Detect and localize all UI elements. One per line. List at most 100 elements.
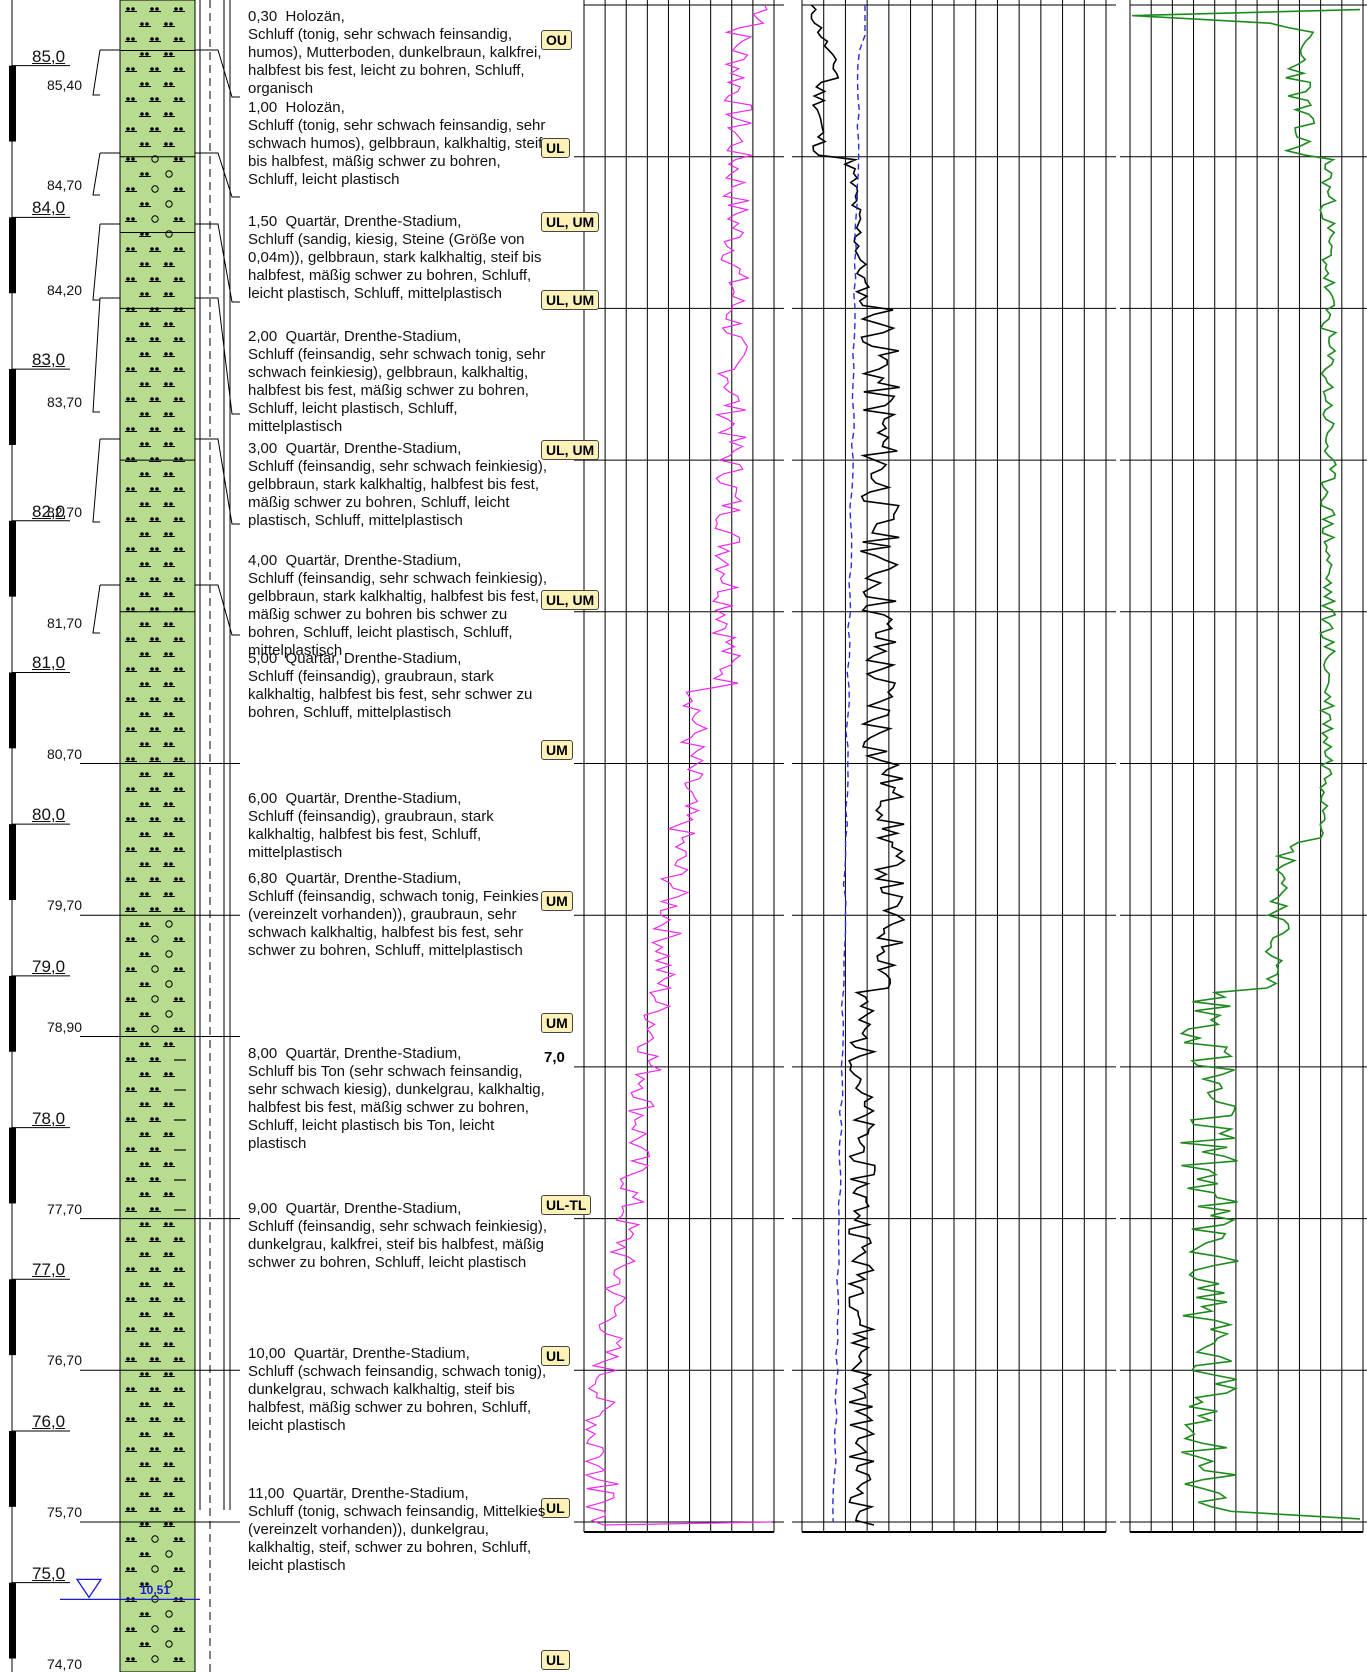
- silt-symbol: [150, 1327, 154, 1331]
- silt-symbol: [169, 1102, 173, 1106]
- silt-symbol: [126, 1567, 130, 1571]
- silt-symbol: [155, 1117, 159, 1121]
- silt-symbol: [179, 547, 183, 551]
- silt-symbol: [155, 1417, 159, 1421]
- silt-symbol: [150, 577, 154, 581]
- silt-symbol: [150, 67, 154, 71]
- silt-symbol: [145, 82, 149, 86]
- silt-symbol: [179, 1327, 183, 1331]
- silt-symbol: [150, 727, 154, 731]
- silt-symbol: [145, 1072, 149, 1076]
- silt-symbol: [140, 1492, 144, 1496]
- silt-symbol: [131, 127, 135, 131]
- silt-symbol: [155, 1507, 159, 1511]
- silt-symbol: [131, 847, 135, 851]
- silt-symbol: [145, 232, 149, 236]
- silt-symbol: [131, 967, 135, 971]
- silt-symbol: [140, 532, 144, 536]
- silt-symbol: [126, 937, 130, 941]
- silt-symbol: [179, 877, 183, 881]
- silt-symbol: [169, 472, 173, 476]
- soil-class-badge: UL: [541, 1649, 570, 1670]
- silt-symbol: [140, 1522, 144, 1526]
- silt-symbol: [140, 1462, 144, 1466]
- silt-symbol: [155, 847, 159, 851]
- silt-symbol: [131, 667, 135, 671]
- silt-symbol: [174, 1357, 178, 1361]
- elevation-label: 84,0: [32, 198, 66, 218]
- black-curve: [810, 4, 906, 1526]
- silt-symbol: [150, 517, 154, 521]
- silt-symbol: [145, 352, 149, 356]
- silt-symbol: [164, 1162, 168, 1166]
- silt-symbol: [174, 1567, 178, 1571]
- gravel-symbol: [165, 1010, 173, 1018]
- silt-symbol: [155, 397, 159, 401]
- silt-symbol: [140, 1582, 144, 1586]
- layer-description: 1,50 Quartär, Drenthe-Stadium, Schluff (…: [248, 213, 542, 302]
- silt-symbol: [174, 997, 178, 1001]
- silt-symbol: [169, 442, 173, 446]
- silt-symbol: [150, 1507, 154, 1511]
- silt-symbol: [155, 337, 159, 341]
- silt-symbol: [169, 262, 173, 266]
- silt-symbol: [145, 142, 149, 146]
- silt-symbol: [145, 322, 149, 326]
- silt-symbol: [131, 277, 135, 281]
- silt-symbol: [155, 67, 159, 71]
- silt-symbol: [174, 787, 178, 791]
- silt-symbol: [145, 1042, 149, 1046]
- soil-class-badge: UL: [541, 1346, 570, 1367]
- axis-scale-bar: [9, 520, 16, 597]
- silt-symbol: [169, 1132, 173, 1136]
- gravel-symbol: [151, 965, 159, 973]
- silt-symbol: [169, 142, 173, 146]
- silt-symbol: [155, 787, 159, 791]
- silt-symbol: [150, 1147, 154, 1151]
- silt-symbol: [174, 1417, 178, 1421]
- gravel-symbol: [165, 200, 173, 208]
- silt-symbol: [145, 1642, 149, 1646]
- silt-symbol: [145, 1342, 149, 1346]
- elevation-label: 82,0: [32, 501, 66, 521]
- silt-symbol: [131, 67, 135, 71]
- silt-symbol: [179, 1267, 183, 1271]
- silt-symbol: [145, 112, 149, 116]
- silt-symbol: [140, 622, 144, 626]
- silt-symbol: [164, 1252, 168, 1256]
- silt-symbol: [145, 22, 149, 26]
- silt-symbol: [126, 1507, 130, 1511]
- silt-symbol: [179, 847, 183, 851]
- silt-symbol: [169, 1252, 173, 1256]
- silt-symbol: [179, 67, 183, 71]
- elevation-label: 83,0: [32, 350, 66, 370]
- silt-symbol: [145, 1522, 149, 1526]
- silt-symbol: [169, 562, 173, 566]
- silt-symbol: [155, 7, 159, 11]
- elevation-leader: [92, 297, 101, 413]
- silt-symbol: [164, 352, 168, 356]
- silt-symbol: [131, 1447, 135, 1451]
- gravel-symbol: [165, 920, 173, 928]
- silt-symbol: [126, 1297, 130, 1301]
- silt-symbol: [140, 1102, 144, 1106]
- silt-symbol: [145, 532, 149, 536]
- silt-symbol: [150, 1237, 154, 1241]
- layer-elevation-label: 74,70: [46, 1655, 82, 1672]
- silt-symbol: [126, 1387, 130, 1391]
- silt-symbol: [126, 547, 130, 551]
- silt-symbol: [140, 922, 144, 926]
- silt-symbol: [169, 1402, 173, 1406]
- silt-symbol: [140, 1072, 144, 1076]
- silt-symbol: [145, 652, 149, 656]
- elevation-label: 75,0: [32, 1563, 66, 1583]
- silt-symbol: [131, 247, 135, 251]
- silt-symbol: [131, 637, 135, 641]
- silt-symbol: [131, 217, 135, 221]
- silt-symbol: [155, 1057, 159, 1061]
- silt-symbol: [131, 37, 135, 41]
- silt-symbol: [131, 1027, 135, 1031]
- silt-symbol: [131, 1147, 135, 1151]
- silt-symbol: [174, 1477, 178, 1481]
- silt-symbol: [155, 577, 159, 581]
